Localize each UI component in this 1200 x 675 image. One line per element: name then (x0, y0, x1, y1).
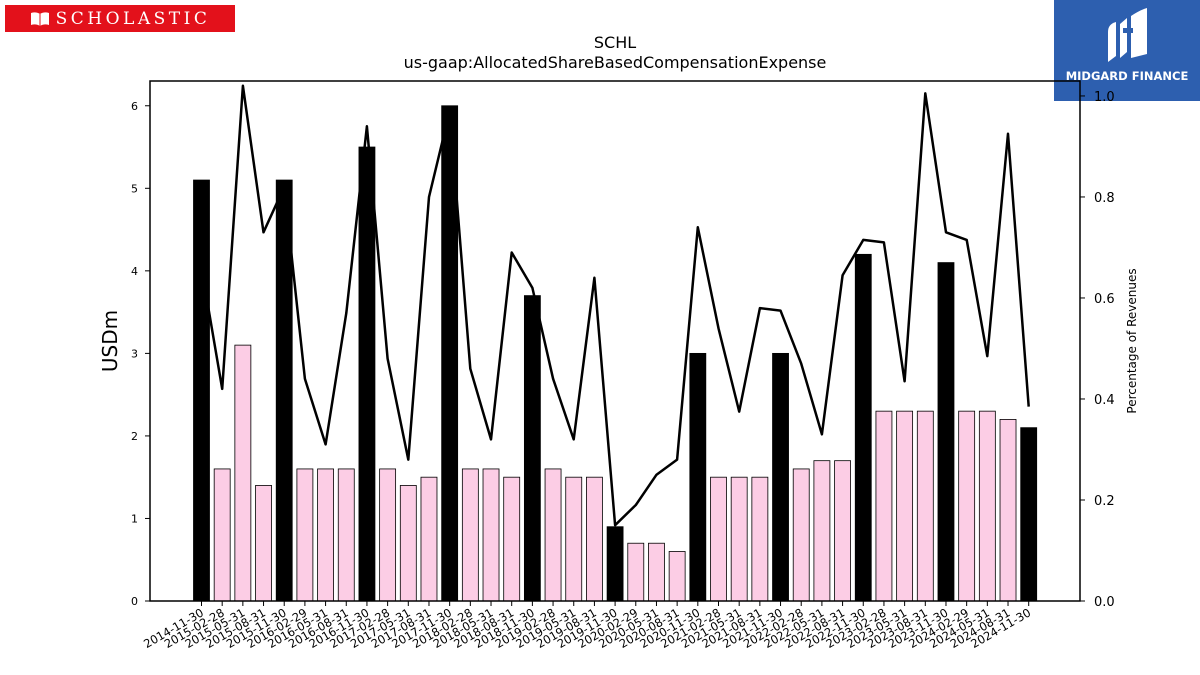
bar (606, 526, 624, 602)
midgard-logo-text: MIDGARD FINANCE (1065, 69, 1189, 83)
y2-tick-label: 0.8 (1094, 191, 1115, 206)
bar (648, 542, 665, 602)
scholastic-logo-text: SCHOLASTIC (55, 8, 211, 29)
bar (813, 460, 831, 602)
bar (379, 468, 397, 602)
bar (523, 295, 541, 602)
midgard-emblem-icon (1108, 8, 1147, 62)
chart-subtitle: us-gaap:AllocatedShareBasedCompensationE… (403, 53, 827, 72)
bar (668, 551, 686, 602)
open-book-icon (30, 12, 49, 26)
bar (958, 410, 976, 602)
y-tick-label: 1 (131, 512, 138, 525)
bar (503, 476, 521, 602)
y2-tick-label: 0.0 (1094, 595, 1115, 610)
y2-tick-label: 1.0 (1094, 90, 1115, 105)
y2-tick-label: 0.2 (1094, 494, 1115, 509)
bar (358, 146, 376, 602)
percentage-line (200, 84, 1030, 527)
bar (730, 476, 748, 602)
bar (317, 468, 334, 602)
bar (213, 468, 231, 602)
bar (296, 468, 314, 602)
y-tick-label: 0 (131, 595, 138, 608)
y2-tick-label: 0.6 (1094, 292, 1115, 307)
bar (482, 468, 500, 602)
bar (1020, 427, 1038, 602)
bar (751, 476, 769, 602)
y-tick-label: 3 (131, 347, 138, 360)
scholastic-logo: SCHOLASTIC (5, 5, 235, 32)
bar (399, 485, 417, 602)
bar (193, 179, 210, 602)
bar (255, 485, 272, 602)
bar (896, 410, 914, 602)
y-tick-label: 4 (131, 265, 138, 278)
bar (978, 410, 996, 602)
bar (337, 468, 355, 602)
bar (420, 476, 438, 602)
chart-title: SCHL (593, 33, 637, 52)
y-tick-label: 5 (131, 182, 138, 195)
y-tick-label: 2 (131, 430, 138, 443)
bar (689, 352, 707, 602)
axes-group: 01234560.00.20.40.60.81.02014-11-302015-… (131, 80, 1115, 651)
bar (875, 410, 893, 602)
bar (916, 410, 934, 602)
bar (565, 476, 583, 602)
y-tick-label: 6 (131, 100, 138, 113)
bar (586, 476, 603, 602)
bar (772, 352, 789, 602)
bar (710, 476, 727, 602)
line-layer (200, 84, 1030, 527)
bar (792, 468, 810, 602)
bar (544, 468, 562, 602)
bar (234, 344, 252, 602)
y2-tick-label: 0.4 (1094, 393, 1115, 408)
bar (854, 253, 872, 602)
bar (834, 460, 851, 602)
bar (999, 419, 1017, 602)
bar (627, 542, 645, 602)
bars-group (193, 105, 1038, 602)
bar (937, 262, 955, 602)
midgard-finance-logo: MIDGARD FINANCE (1054, 0, 1200, 101)
bar (461, 468, 479, 602)
